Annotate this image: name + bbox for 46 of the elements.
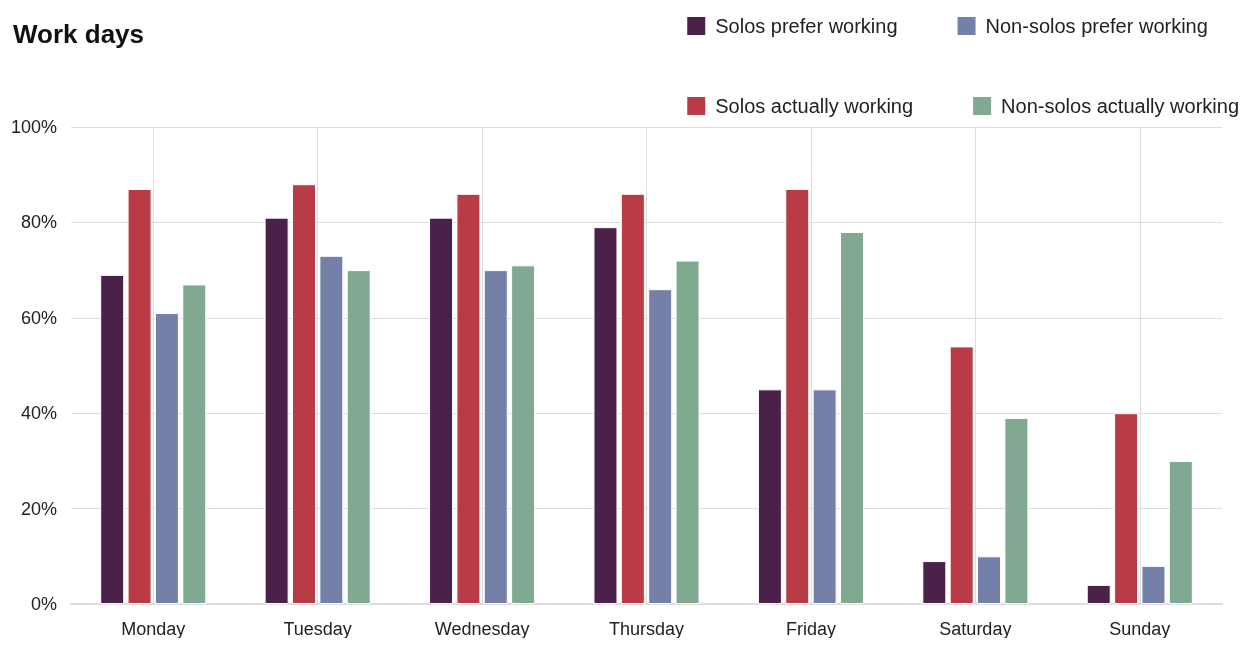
bar	[182, 284, 207, 604]
bar	[757, 389, 782, 604]
bar	[648, 289, 673, 604]
legend-label: Solos prefer working	[715, 15, 898, 37]
bar	[949, 346, 974, 604]
bar	[429, 217, 454, 604]
bar	[922, 561, 947, 604]
bar	[675, 260, 700, 604]
bar	[483, 270, 508, 604]
y-tick-label: 100%	[10, 117, 58, 137]
bar	[346, 270, 371, 604]
bar	[620, 193, 645, 604]
bar	[839, 231, 864, 604]
x-tick-label: Saturday	[939, 619, 1012, 639]
bar	[785, 189, 810, 604]
bar	[1114, 413, 1139, 604]
x-tick-label: Sunday	[1109, 619, 1171, 639]
bar	[456, 193, 481, 604]
x-tick-label: Thursday	[609, 619, 685, 639]
legend-label: Non-solos actually working	[1001, 95, 1240, 117]
y-tick-label: 0%	[31, 594, 58, 614]
bar	[154, 313, 179, 604]
bar	[291, 184, 316, 604]
y-tick-label: 60%	[21, 307, 58, 328]
x-tick-label: Tuesday	[283, 619, 352, 639]
bar	[593, 227, 618, 604]
bar	[812, 389, 837, 604]
y-tick-label: 40%	[21, 403, 58, 424]
x-tick-label: Friday	[785, 619, 836, 639]
bar	[511, 265, 536, 604]
chart-title: Work days	[13, 19, 145, 49]
legend-label: Solos actually working	[715, 95, 914, 117]
bar	[264, 217, 289, 604]
bar	[319, 255, 344, 604]
bar	[1141, 565, 1166, 604]
bar	[1086, 584, 1111, 604]
x-tick-label: Wednesday	[434, 619, 530, 639]
x-tick-label: Monday	[121, 619, 186, 639]
y-tick-label: 20%	[21, 498, 58, 519]
bar	[127, 189, 152, 604]
bar	[977, 556, 1002, 604]
bar	[100, 274, 125, 604]
y-tick-label: 80%	[21, 212, 58, 233]
bar	[1004, 417, 1029, 604]
legend-label: Non-solos prefer working	[985, 15, 1208, 37]
bar	[1168, 460, 1193, 604]
